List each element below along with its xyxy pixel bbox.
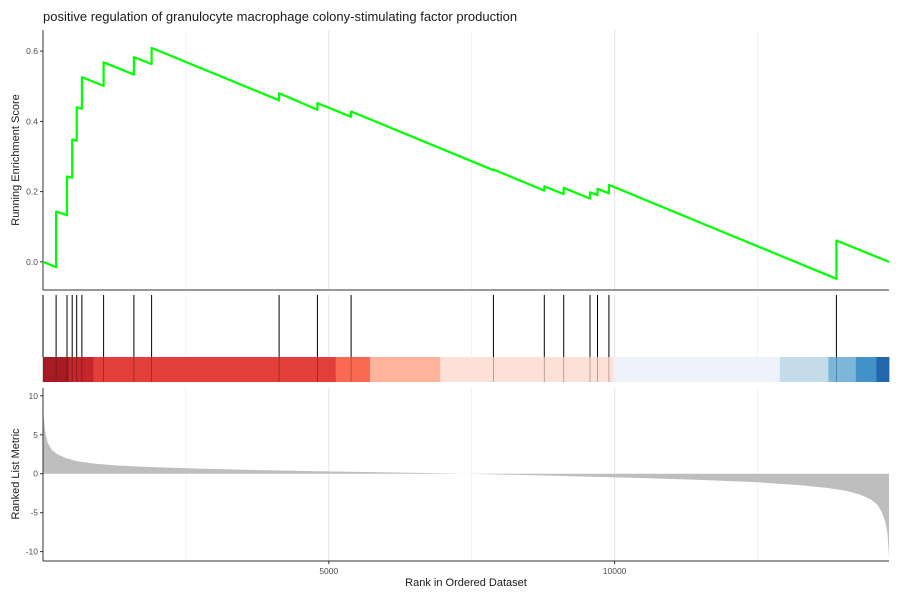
- color-bar-segment: [855, 357, 877, 382]
- enrichment-y-ticks: 0.0 0.2 0.4 0.6: [26, 46, 43, 267]
- gene-hit-markers: [42, 295, 837, 357]
- enrichment-y-tick-label: 0.6: [26, 46, 38, 56]
- x-axis-label: Rank in Ordered Dataset: [405, 577, 527, 589]
- enrichment-y-tick-label: 0.2: [26, 187, 38, 197]
- enrichment-y-tick-label: 0.0: [26, 257, 38, 267]
- color-bar-segment: [68, 357, 94, 382]
- metric-y-tick-label: -10: [26, 547, 39, 557]
- color-bar-segment: [335, 357, 371, 382]
- color-bar-segment: [613, 357, 781, 382]
- metric-y-tick-label: 5: [33, 430, 38, 440]
- hits-gridlines: [185, 295, 758, 357]
- x-tick-label: 10000: [603, 566, 627, 576]
- color-bar-segment: [828, 357, 857, 382]
- color-bar-segment: [93, 357, 337, 382]
- x-axis-ticks: 5000 10000: [319, 561, 627, 576]
- metric-y-axis-label: Ranked List Metric: [10, 428, 22, 520]
- enrichment-gridlines: [185, 30, 758, 290]
- color-bar-segment: [779, 357, 829, 382]
- color-bar-segment: [370, 357, 441, 382]
- metric-y-ticks: 10 5 0 -5 -10: [26, 391, 43, 557]
- color-bar-segment: [876, 357, 890, 382]
- metric-y-tick-label: -5: [30, 508, 38, 518]
- enrichment-axes: [42, 30, 889, 291]
- running-enrichment-line: [42, 46, 890, 280]
- enrichment-y-axis-label: Running Enrichment Score: [10, 94, 22, 225]
- x-tick-label: 5000: [319, 566, 338, 576]
- enrichment-score-panel: 0.0 0.2 0.4 0.6 Running Enrichment Score: [10, 30, 890, 291]
- color-bar-segment: [440, 357, 614, 382]
- metric-axes: [42, 388, 889, 562]
- ranked-color-bar: [42, 357, 890, 382]
- ranked-metric-area: [43, 406, 889, 558]
- color-bar-segment: [43, 357, 70, 382]
- chart-title: positive regulation of granulocyte macro…: [43, 9, 517, 24]
- metric-y-tick-label: 10: [29, 391, 39, 401]
- gene-hits-panel: [42, 295, 837, 357]
- enrichment-y-tick-label: 0.4: [26, 116, 38, 126]
- ranked-metric-panel: 10 5 0 -5 -10 5000 10000 Ranked List Metric R…: [10, 388, 889, 589]
- metric-y-tick-label: 0: [33, 469, 38, 479]
